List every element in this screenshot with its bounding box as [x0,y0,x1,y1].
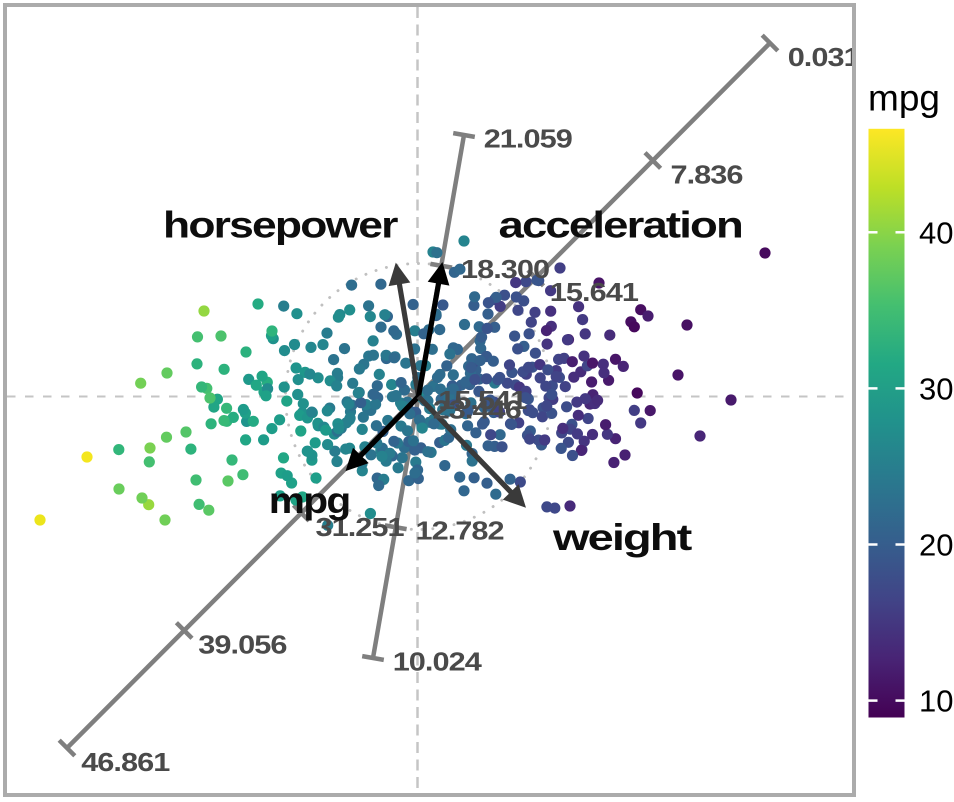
svg-text:mpg: mpg [868,78,940,119]
svg-text:15.641: 15.641 [550,278,639,307]
svg-text:40: 40 [919,215,953,250]
svg-text:horsepower: horsepower [163,204,399,246]
svg-text:39.056: 39.056 [198,631,286,660]
svg-text:acceleration: acceleration [499,204,742,246]
svg-text:mpg: mpg [269,481,350,522]
svg-text:21.059: 21.059 [484,125,572,154]
svg-text:31.251: 31.251 [316,513,405,542]
svg-text:18.300: 18.300 [461,255,549,284]
svg-text:12.782: 12.782 [416,517,504,546]
svg-text:10.024: 10.024 [393,648,482,677]
svg-text:7.836: 7.836 [671,161,743,190]
svg-text:46.861: 46.861 [81,748,170,777]
svg-text:20: 20 [919,528,953,563]
svg-text:0.031: 0.031 [788,43,861,72]
svg-text:23.446: 23.446 [433,396,521,425]
svg-text:10: 10 [919,684,953,719]
svg-text:weight: weight [552,517,692,558]
svg-text:30: 30 [919,371,953,406]
svg-text:15.541: 15.541 [438,386,527,415]
